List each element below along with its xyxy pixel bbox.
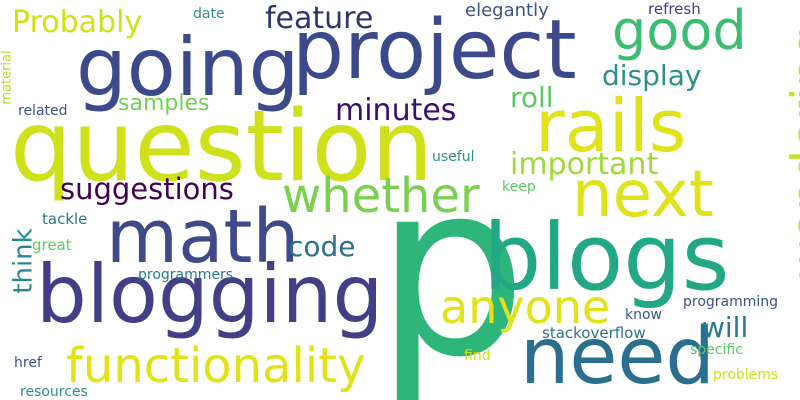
word-keep: keep — [502, 180, 536, 194]
word-tackle: tackle — [42, 212, 87, 227]
word-programmers: programmers — [138, 268, 233, 282]
word-suggestions: suggestions — [60, 175, 234, 204]
word-roll: roll — [510, 84, 554, 112]
word-stackoverflow: stackoverflow — [542, 326, 646, 341]
word-display: display — [602, 62, 701, 90]
word-minutes: minutes — [335, 96, 456, 126]
word-href: href — [14, 356, 42, 370]
word-whether: whether — [282, 172, 480, 220]
word-programming: programming — [683, 295, 778, 309]
word-probably: Probably — [12, 8, 142, 38]
word-specific: specific — [690, 343, 743, 357]
word-math: math — [106, 200, 299, 274]
word-resources: resources — [20, 385, 88, 399]
word-will: will — [702, 314, 748, 342]
word-material: material — [1, 50, 14, 104]
word-great: great — [32, 238, 72, 253]
word-find: find — [464, 349, 491, 363]
word-date: date — [193, 7, 225, 21]
word-functionality: functionality — [66, 342, 365, 390]
word-code: code — [288, 233, 356, 261]
word-know: know — [625, 308, 662, 322]
word-important: important — [510, 150, 658, 180]
word-problems: problems — [713, 368, 778, 382]
word-samples: samples — [118, 93, 209, 115]
word-refresh: refresh — [648, 2, 701, 17]
word-feature: feature — [265, 4, 373, 34]
word-wondering: wondering — [786, 26, 800, 279]
word-elegantly: elegantly — [465, 2, 549, 20]
word-related: related — [18, 104, 68, 118]
word-useful: useful — [432, 150, 474, 164]
